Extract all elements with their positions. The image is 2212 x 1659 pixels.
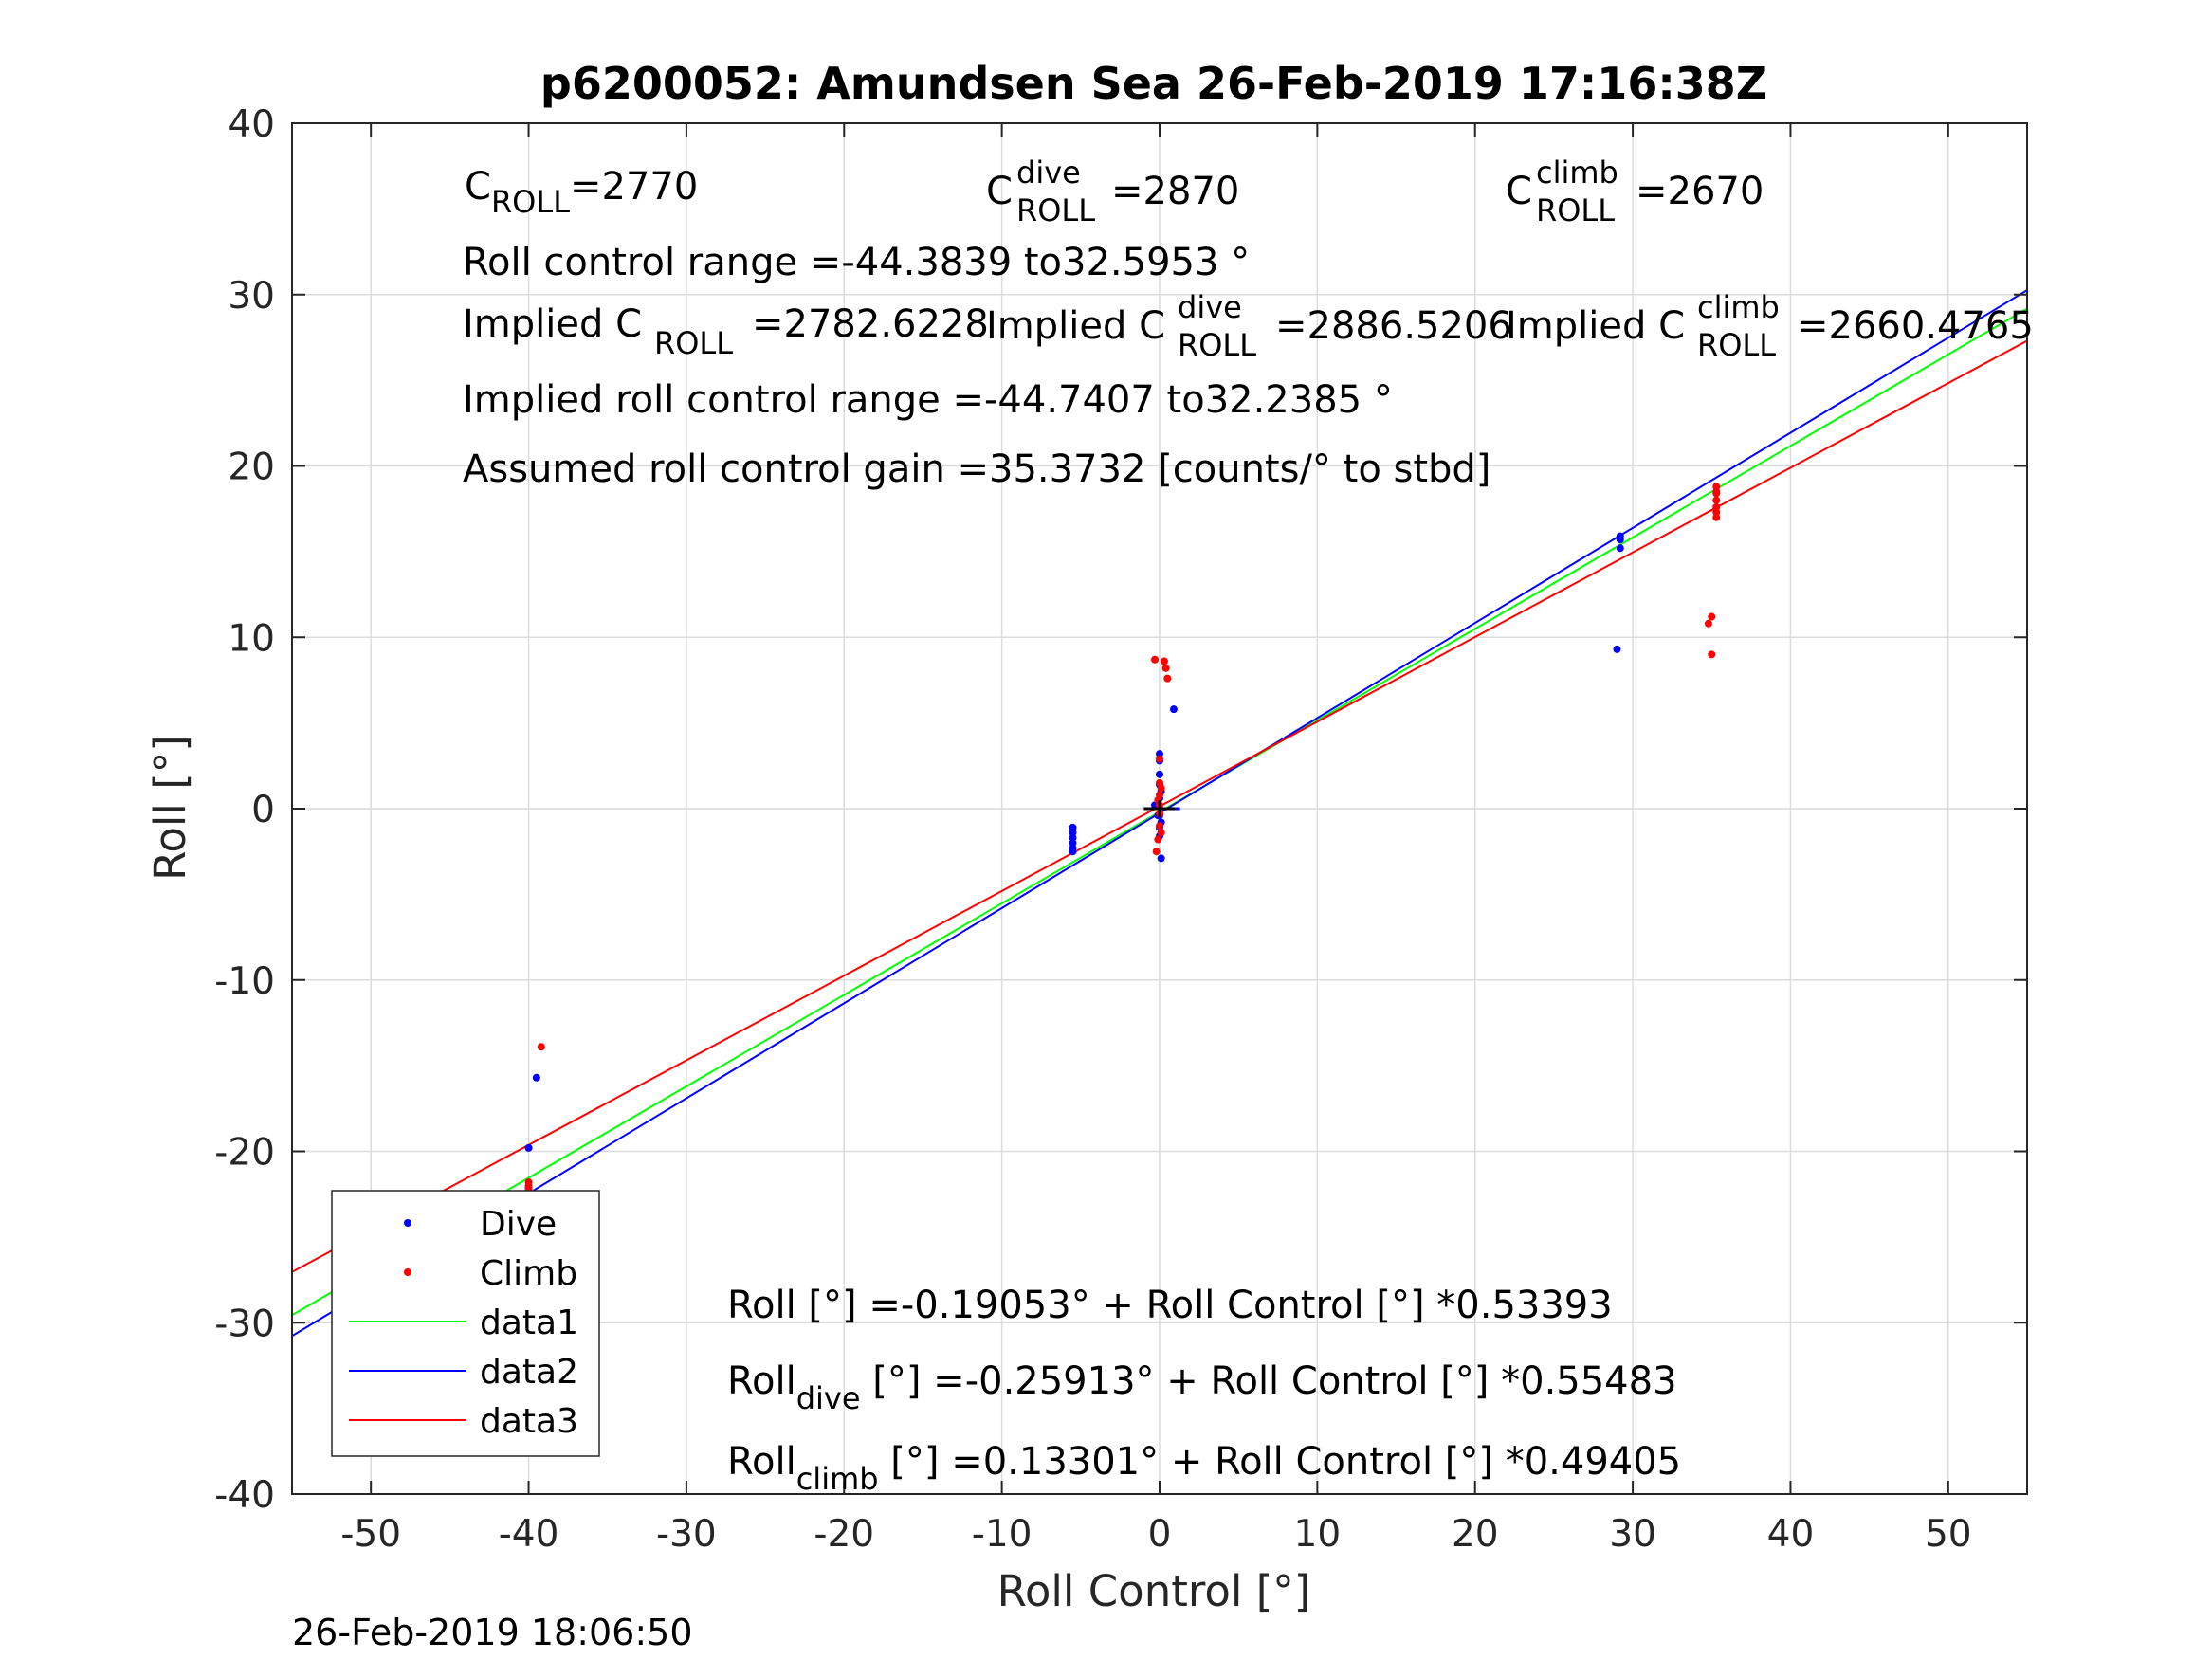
annotation-fit-dive: Rolldive [°] =-0.25913° + Roll Control [… bbox=[727, 1359, 1677, 1416]
svg-text:=2782.6228: =2782.6228 bbox=[752, 302, 989, 346]
legend: Dive Climb data1 data2 data3 bbox=[331, 1190, 600, 1457]
svg-text:dive: dive bbox=[1016, 155, 1081, 191]
svg-text:climb: climb bbox=[1536, 155, 1618, 191]
point-dive bbox=[1613, 645, 1621, 653]
legend-box bbox=[331, 1190, 600, 1457]
annotation-implied-range: Implied roll control range =-44.7407 to3… bbox=[463, 378, 1393, 422]
x-tick-label: 0 bbox=[1148, 1513, 1172, 1556]
svg-text:dive: dive bbox=[1178, 289, 1242, 325]
legend-label-data1: data1 bbox=[480, 1304, 578, 1342]
x-tick-label: -20 bbox=[814, 1513, 874, 1556]
point-climb bbox=[1708, 650, 1716, 659]
footer-timestamp: 26-Feb-2019 18:06:50 bbox=[292, 1612, 693, 1653]
annotation-implied-c-roll: Implied C ROLL =2782.6228 bbox=[463, 302, 989, 361]
chart-title: p6200052: Amundsen Sea 26-Feb-2019 17:16… bbox=[540, 58, 1767, 109]
point-climb bbox=[1154, 835, 1162, 844]
point-dive bbox=[1069, 848, 1077, 856]
point-climb bbox=[1157, 784, 1165, 793]
x-tick-labels: -50 -40 -30 -20 -10 0 10 20 30 40 50 bbox=[340, 1513, 1971, 1556]
svg-text:ROLL: ROLL bbox=[654, 325, 733, 361]
legend-swatch-dive bbox=[404, 1219, 411, 1227]
point-climb bbox=[1712, 487, 1721, 496]
legend-swatch-climb bbox=[404, 1268, 411, 1276]
svg-text:C: C bbox=[986, 170, 1013, 213]
y-tick-label: 10 bbox=[228, 617, 275, 660]
point-climb bbox=[1156, 755, 1163, 763]
point-climb bbox=[1161, 664, 1170, 672]
annotation-fit-climb: Rollclimb [°] =0.13301° + Roll Control [… bbox=[727, 1440, 1681, 1497]
origin-marker bbox=[1143, 799, 1180, 818]
y-tick-label: -10 bbox=[214, 960, 275, 1003]
legend-label-climb: Climb bbox=[480, 1254, 577, 1293]
svg-text:=2886.5206: =2886.5206 bbox=[1275, 304, 1512, 348]
x-tick-label: 10 bbox=[1294, 1513, 1342, 1556]
point-climb bbox=[1156, 791, 1163, 799]
legend-label-data2: data2 bbox=[480, 1353, 578, 1392]
point-climb bbox=[1151, 655, 1160, 664]
x-tick-label: 40 bbox=[1767, 1513, 1815, 1556]
y-tick-labels: -40 -30 -20 -10 0 10 20 30 40 bbox=[214, 103, 275, 1517]
annotation-c-roll: CROLL=2770 bbox=[465, 165, 698, 220]
point-climb bbox=[1156, 822, 1163, 830]
point-climb bbox=[1712, 513, 1721, 521]
point-dive bbox=[1157, 854, 1165, 863]
svg-text:Implied C: Implied C bbox=[463, 302, 642, 346]
legend-label-data3: data3 bbox=[480, 1402, 578, 1441]
svg-text:Implied C: Implied C bbox=[1506, 304, 1685, 348]
point-climb bbox=[1157, 829, 1165, 837]
y-tick-label: 30 bbox=[228, 275, 275, 318]
annotation-implied-c-roll-climb: Implied C climb ROLL =2660.4765 bbox=[1506, 289, 2034, 363]
svg-text:=2670: =2670 bbox=[1636, 170, 1764, 213]
x-axis-label: Roll Control [°] bbox=[997, 1566, 1311, 1616]
point-climb bbox=[524, 1181, 533, 1190]
annotation-implied-c-roll-dive: Implied C dive ROLL =2886.5206 bbox=[986, 289, 1512, 363]
y-tick-label: 40 bbox=[228, 103, 275, 146]
annotation-c-roll-dive: C dive ROLL =2870 bbox=[986, 155, 1239, 228]
point-dive bbox=[1156, 770, 1163, 778]
svg-text:C: C bbox=[1506, 170, 1532, 213]
point-climb bbox=[1708, 612, 1716, 621]
annotation-c-roll-climb: C climb ROLL =2670 bbox=[1506, 155, 1764, 228]
point-climb bbox=[1163, 674, 1172, 683]
point-dive bbox=[1169, 705, 1178, 714]
svg-text:ROLL: ROLL bbox=[1016, 192, 1095, 228]
x-tick-label: -50 bbox=[340, 1513, 401, 1556]
point-climb bbox=[1712, 496, 1721, 504]
x-tick-label: 20 bbox=[1452, 1513, 1499, 1556]
svg-text:ROLL: ROLL bbox=[1536, 192, 1615, 228]
point-climb bbox=[1160, 657, 1168, 665]
svg-text:=2870: =2870 bbox=[1111, 170, 1239, 213]
svg-text:ROLL: ROLL bbox=[1178, 327, 1256, 363]
y-axis-label: Roll [°] bbox=[145, 735, 195, 881]
point-climb bbox=[537, 1043, 545, 1051]
annotation-gain: Assumed roll control gain =35.3732 [coun… bbox=[463, 447, 1490, 491]
x-tick-label: 50 bbox=[1925, 1513, 1972, 1556]
legend-label-dive: Dive bbox=[480, 1205, 557, 1244]
annotation-roll-control-range: Roll control range =-44.3839 to32.5953 ° bbox=[463, 241, 1250, 284]
y-tick-label: 20 bbox=[228, 447, 275, 489]
svg-text:ROLL: ROLL bbox=[1697, 327, 1776, 363]
point-climb bbox=[1704, 619, 1712, 628]
annotation-fit-all: Roll [°] =-0.19053° + Roll Control [°] *… bbox=[727, 1284, 1613, 1327]
x-tick-label: 30 bbox=[1609, 1513, 1656, 1556]
point-dive bbox=[1616, 544, 1624, 553]
y-tick-label: -40 bbox=[214, 1474, 275, 1517]
y-tick-label: -30 bbox=[214, 1303, 275, 1345]
y-tick-label: -20 bbox=[214, 1132, 275, 1175]
x-tick-label: -30 bbox=[656, 1513, 717, 1556]
svg-text:climb: climb bbox=[1697, 289, 1780, 325]
point-dive bbox=[1616, 532, 1624, 540]
x-tick-label: -10 bbox=[972, 1513, 1033, 1556]
svg-text:=2660.4765: =2660.4765 bbox=[1797, 304, 2034, 348]
point-climb bbox=[1152, 848, 1161, 856]
svg-text:Implied C: Implied C bbox=[986, 304, 1165, 348]
x-tick-label: -40 bbox=[499, 1513, 559, 1556]
axes-frame bbox=[291, 122, 2028, 1495]
point-dive bbox=[532, 1073, 540, 1082]
point-dive bbox=[524, 1143, 533, 1152]
y-tick-label: 0 bbox=[251, 789, 275, 831]
